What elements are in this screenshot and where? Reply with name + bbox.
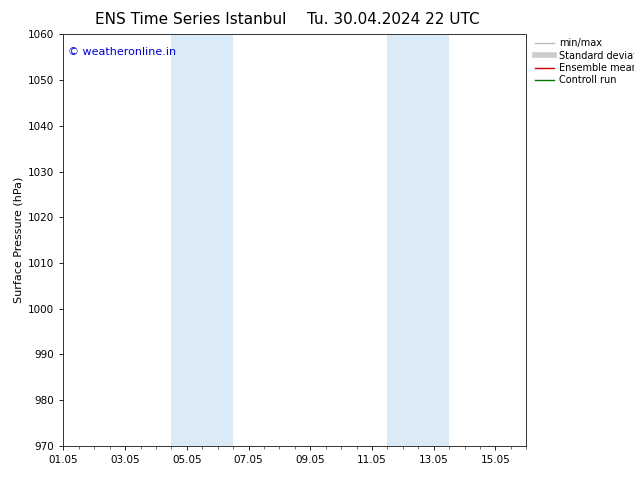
Bar xyxy=(387,34,449,446)
Text: Tu. 30.04.2024 22 UTC: Tu. 30.04.2024 22 UTC xyxy=(307,12,479,27)
Text: ENS Time Series Istanbul: ENS Time Series Istanbul xyxy=(94,12,286,27)
Bar xyxy=(171,34,233,446)
Y-axis label: Surface Pressure (hPa): Surface Pressure (hPa) xyxy=(14,177,24,303)
Legend: min/max, Standard deviation, Ensemble mean run, Controll run: min/max, Standard deviation, Ensemble me… xyxy=(531,34,634,89)
Text: © weatheronline.in: © weatheronline.in xyxy=(68,47,176,57)
